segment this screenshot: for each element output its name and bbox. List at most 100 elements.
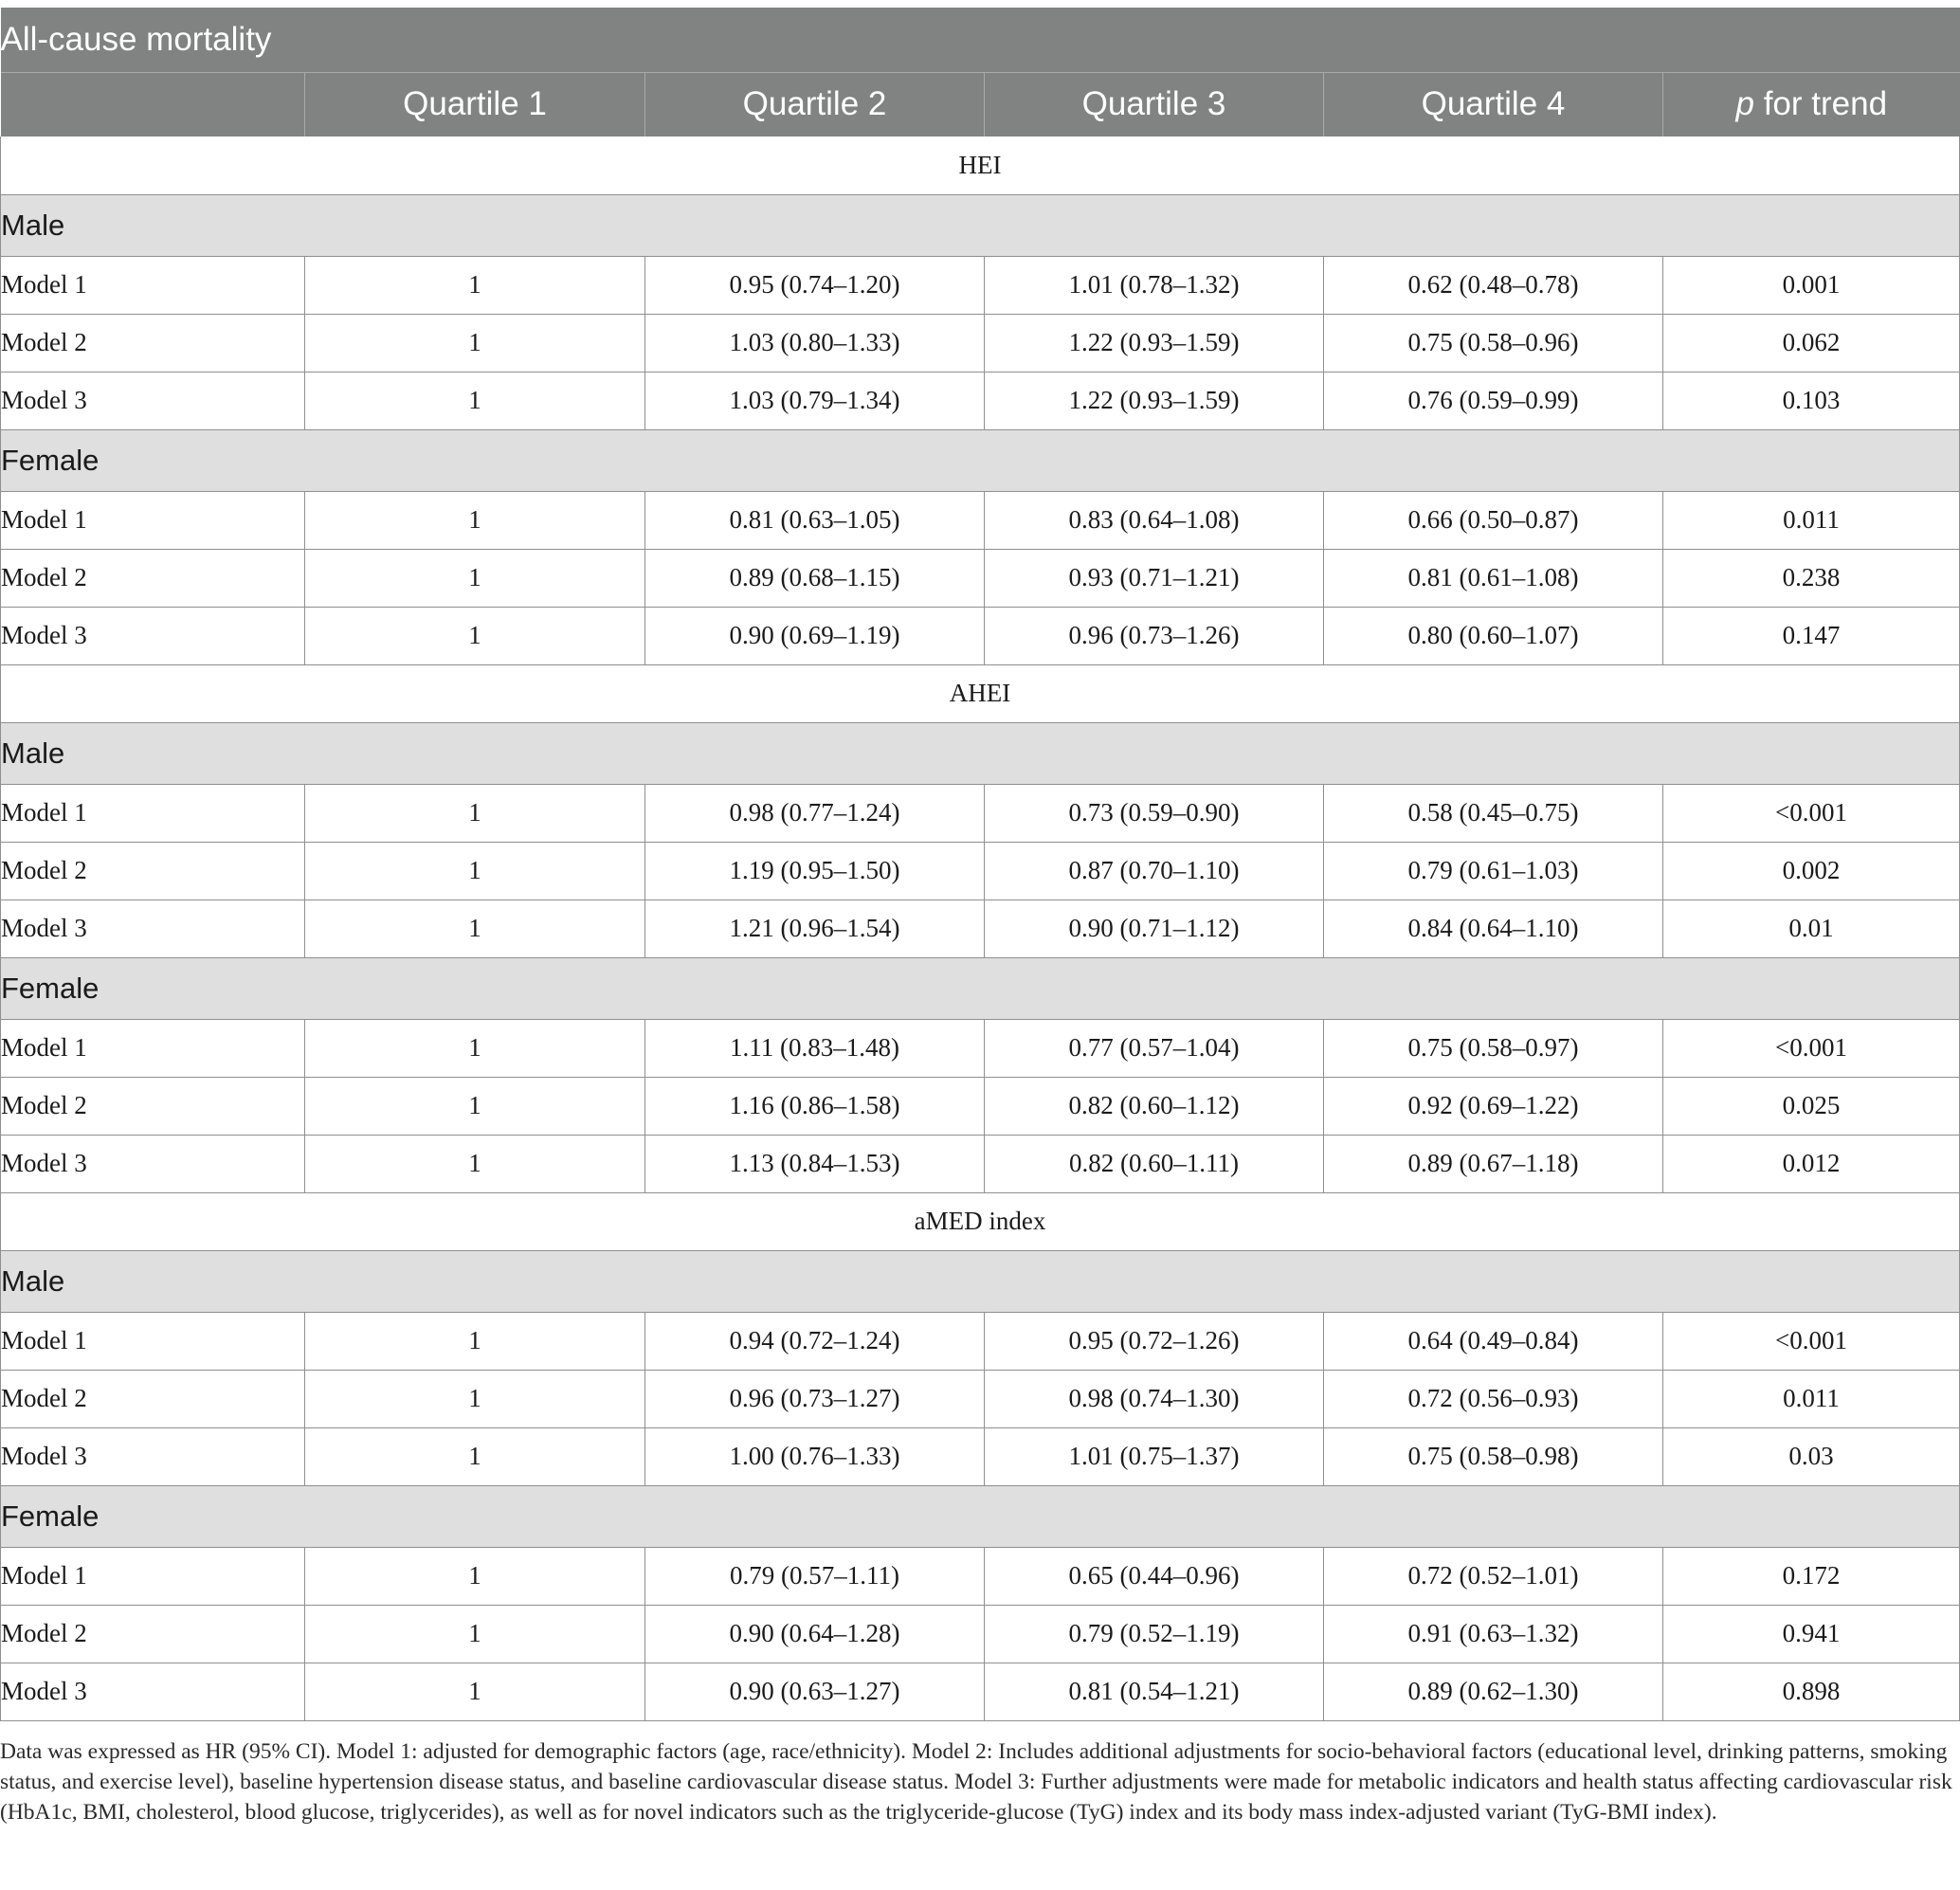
quartile-1-value: 1 <box>304 784 645 843</box>
table-row: Model 2 1 1.03 (0.80–1.33) 1.22 (0.93–1.59)… <box>0 314 1960 373</box>
p-trend-value: 0.03 <box>1661 1427 1960 1486</box>
model-label: Model 3 <box>0 1663 305 1721</box>
quartile-2-value: 1.21 (0.96–1.54) <box>644 900 985 958</box>
sex-group-label: Female <box>0 1485 1960 1548</box>
quartile-2-value: 0.90 (0.69–1.19) <box>644 607 985 665</box>
p-trend-value: <0.001 <box>1661 1019 1960 1078</box>
quartile-3-value: 1.22 (0.93–1.59) <box>984 372 1324 430</box>
index-section-row: AHEI <box>0 664 1960 723</box>
model-label: Model 1 <box>0 491 305 550</box>
quartile-4-value: 0.79 (0.61–1.03) <box>1323 842 1663 900</box>
quartile-3-value: 0.81 (0.54–1.21) <box>984 1663 1324 1721</box>
table-body: HEI Male Model 1 1 0.95 (0.74–1.20) 1.01 (0.7… <box>0 136 1960 1721</box>
quartile-4-value: 0.75 (0.58–0.98) <box>1323 1427 1663 1486</box>
column-header-quartile-4: Quartile 4 <box>1323 71 1663 136</box>
quartile-2-value: 0.96 (0.73–1.27) <box>644 1370 985 1428</box>
quartile-1-value: 1 <box>304 607 645 665</box>
sex-group-label: Female <box>0 957 1960 1020</box>
quartile-3-value: 0.95 (0.72–1.26) <box>984 1312 1324 1371</box>
model-label: Model 1 <box>0 1547 305 1606</box>
p-trend-value: 0.147 <box>1661 607 1960 665</box>
p-trend-value: 0.001 <box>1661 256 1960 315</box>
model-label: Model 1 <box>0 784 305 843</box>
quartile-3-value: 1.01 (0.78–1.32) <box>984 256 1324 315</box>
p-trend-value: 0.01 <box>1661 900 1960 958</box>
quartile-1-value: 1 <box>304 1019 645 1078</box>
table-row: Model 2 1 1.16 (0.86–1.58) 0.82 (0.60–1.12)… <box>0 1077 1960 1136</box>
model-label: Model 2 <box>0 1605 305 1663</box>
quartile-2-value: 1.16 (0.86–1.58) <box>644 1077 985 1136</box>
p-trend-value: <0.001 <box>1661 784 1960 843</box>
model-label: Model 3 <box>0 607 305 665</box>
sex-group-label: Male <box>0 194 1960 257</box>
table-row: Model 3 1 1.03 (0.79–1.34) 1.22 (0.93–1.59)… <box>0 372 1960 430</box>
p-trend-value: 0.898 <box>1661 1663 1960 1721</box>
quartile-4-value: 0.89 (0.62–1.30) <box>1323 1663 1663 1721</box>
model-label: Model 2 <box>0 1077 305 1136</box>
quartile-2-value: 1.03 (0.80–1.33) <box>644 314 985 373</box>
column-header-quartile-2: Quartile 2 <box>644 71 985 136</box>
quartile-2-value: 1.00 (0.76–1.33) <box>644 1427 985 1486</box>
quartile-3-value: 1.01 (0.75–1.37) <box>984 1427 1324 1486</box>
quartile-3-value: 0.93 (0.71–1.21) <box>984 549 1324 608</box>
sex-group-row: Male <box>0 1250 1960 1313</box>
quartile-3-value: 0.98 (0.74–1.30) <box>984 1370 1324 1428</box>
quartile-3-value: 0.83 (0.64–1.08) <box>984 491 1324 550</box>
p-trend-value: 0.103 <box>1661 372 1960 430</box>
sex-group-row: Female <box>0 1485 1960 1548</box>
quartile-4-value: 0.91 (0.63–1.32) <box>1323 1605 1663 1663</box>
column-header-p-for-trend: p for trend <box>1661 71 1960 136</box>
quartile-2-value: 0.79 (0.57–1.11) <box>644 1547 985 1606</box>
quartile-3-value: 0.82 (0.60–1.12) <box>984 1077 1324 1136</box>
quartile-2-value: 1.03 (0.79–1.34) <box>644 372 985 430</box>
quartile-3-value: 0.90 (0.71–1.12) <box>984 900 1324 958</box>
quartile-3-value: 0.73 (0.59–0.90) <box>984 784 1324 843</box>
table-footnote: Data was expressed as HR (95% CI). Model… <box>0 1739 1952 1825</box>
sex-group-label: Male <box>0 1250 1960 1313</box>
table-row: Model 3 1 0.90 (0.69–1.19) 0.96 (0.73–1.26)… <box>0 607 1960 665</box>
quartile-1-value: 1 <box>304 549 645 608</box>
quartile-4-value: 0.84 (0.64–1.10) <box>1323 900 1663 958</box>
column-header-model <box>0 71 305 136</box>
model-label: Model 2 <box>0 314 305 373</box>
quartile-2-value: 0.81 (0.63–1.05) <box>644 491 985 550</box>
model-label: Model 3 <box>0 900 305 958</box>
table-row: Model 1 1 0.81 (0.63–1.05) 0.83 (0.64–1.08)… <box>0 491 1960 550</box>
table-title: All-cause mortality <box>0 8 1960 72</box>
column-header-quartile-3: Quartile 3 <box>984 71 1324 136</box>
quartile-1-value: 1 <box>304 1547 645 1606</box>
p-trend-value: 0.172 <box>1661 1547 1960 1606</box>
quartile-2-value: 1.19 (0.95–1.50) <box>644 842 985 900</box>
quartile-4-value: 0.75 (0.58–0.97) <box>1323 1019 1663 1078</box>
quartile-4-value: 0.80 (0.60–1.07) <box>1323 607 1663 665</box>
quartile-1-value: 1 <box>304 1663 645 1721</box>
table-row: Model 1 1 0.95 (0.74–1.20) 1.01 (0.78–1.32)… <box>0 256 1960 315</box>
quartile-2-value: 0.94 (0.72–1.24) <box>644 1312 985 1371</box>
trend-label: for trend <box>1753 85 1888 123</box>
model-label: Model 1 <box>0 1019 305 1078</box>
table-row: Model 2 1 0.90 (0.64–1.28) 0.79 (0.52–1.19)… <box>0 1605 1960 1663</box>
quartile-2-value: 0.98 (0.77–1.24) <box>644 784 985 843</box>
quartile-2-value: 1.11 (0.83–1.48) <box>644 1019 985 1078</box>
quartile-3-value: 0.96 (0.73–1.26) <box>984 607 1324 665</box>
table-row: Model 3 1 0.90 (0.63–1.27) 0.81 (0.54–1.21)… <box>0 1663 1960 1721</box>
quartile-2-value: 0.95 (0.74–1.20) <box>644 256 985 315</box>
quartile-2-value: 0.90 (0.64–1.28) <box>644 1605 985 1663</box>
quartile-4-value: 0.81 (0.61–1.08) <box>1323 549 1663 608</box>
table-row: Model 2 1 0.89 (0.68–1.15) 0.93 (0.71–1.21)… <box>0 549 1960 608</box>
index-section-label: HEI <box>0 136 1960 195</box>
p-trend-value: 0.062 <box>1661 314 1960 373</box>
sex-group-label: Male <box>0 722 1960 785</box>
quartile-3-value: 0.77 (0.57–1.04) <box>984 1019 1324 1078</box>
sex-group-row: Female <box>0 429 1960 492</box>
p-trend-value: 0.011 <box>1661 491 1960 550</box>
quartile-4-value: 0.92 (0.69–1.22) <box>1323 1077 1663 1136</box>
quartile-1-value: 1 <box>304 1427 645 1486</box>
quartile-1-value: 1 <box>304 1605 645 1663</box>
quartile-3-value: 0.79 (0.52–1.19) <box>984 1605 1324 1663</box>
model-label: Model 3 <box>0 1427 305 1486</box>
p-trend-value: 0.238 <box>1661 549 1960 608</box>
index-section-row: aMED index <box>0 1192 1960 1251</box>
p-trend-value: 0.011 <box>1661 1370 1960 1428</box>
index-section-row: HEI <box>0 136 1960 195</box>
